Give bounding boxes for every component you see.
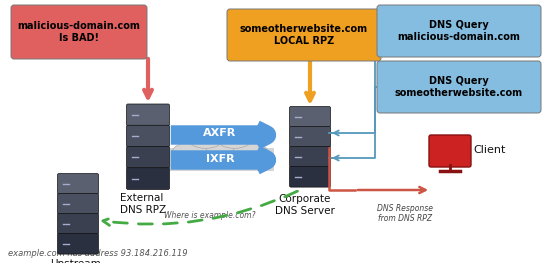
Ellipse shape <box>218 132 251 148</box>
FancyBboxPatch shape <box>289 107 331 127</box>
FancyBboxPatch shape <box>126 104 169 126</box>
FancyBboxPatch shape <box>57 174 98 194</box>
FancyBboxPatch shape <box>429 135 471 167</box>
Ellipse shape <box>233 143 268 161</box>
Ellipse shape <box>189 132 222 148</box>
Text: DNS Query
malicious-domain.com: DNS Query malicious-domain.com <box>397 20 521 42</box>
Text: Corporate
DNS Server: Corporate DNS Server <box>275 194 335 216</box>
FancyBboxPatch shape <box>289 127 331 147</box>
Text: example.com has address 93.184.216.119: example.com has address 93.184.216.119 <box>8 249 188 258</box>
Text: Upstream
DNS Server: Upstream DNS Server <box>50 259 110 263</box>
Text: someotherwebsite.com
LOCAL RPZ: someotherwebsite.com LOCAL RPZ <box>240 24 368 46</box>
Ellipse shape <box>197 136 243 159</box>
FancyBboxPatch shape <box>126 146 169 168</box>
Text: Client: Client <box>473 145 506 155</box>
FancyBboxPatch shape <box>126 168 169 189</box>
Text: IXFR: IXFR <box>206 154 234 164</box>
FancyBboxPatch shape <box>126 125 169 147</box>
Ellipse shape <box>172 143 207 161</box>
FancyBboxPatch shape <box>289 146 331 167</box>
Text: DNS Query
someotherwebsite.com: DNS Query someotherwebsite.com <box>395 76 523 98</box>
Bar <box>166 148 274 171</box>
FancyBboxPatch shape <box>289 166 331 187</box>
Text: malicious-domain.com
Is BAD!: malicious-domain.com Is BAD! <box>18 21 140 43</box>
FancyBboxPatch shape <box>11 5 147 59</box>
FancyBboxPatch shape <box>377 61 541 113</box>
Text: External
DNS RPZ: External DNS RPZ <box>120 193 166 215</box>
FancyBboxPatch shape <box>377 5 541 57</box>
Text: Where is example.com?: Where is example.com? <box>164 210 256 220</box>
FancyBboxPatch shape <box>57 194 98 214</box>
FancyBboxPatch shape <box>57 214 98 234</box>
FancyBboxPatch shape <box>57 234 98 254</box>
Text: DNS Response
from DNS RPZ: DNS Response from DNS RPZ <box>377 204 433 223</box>
Text: AXFR: AXFR <box>203 128 237 138</box>
FancyBboxPatch shape <box>227 9 381 61</box>
